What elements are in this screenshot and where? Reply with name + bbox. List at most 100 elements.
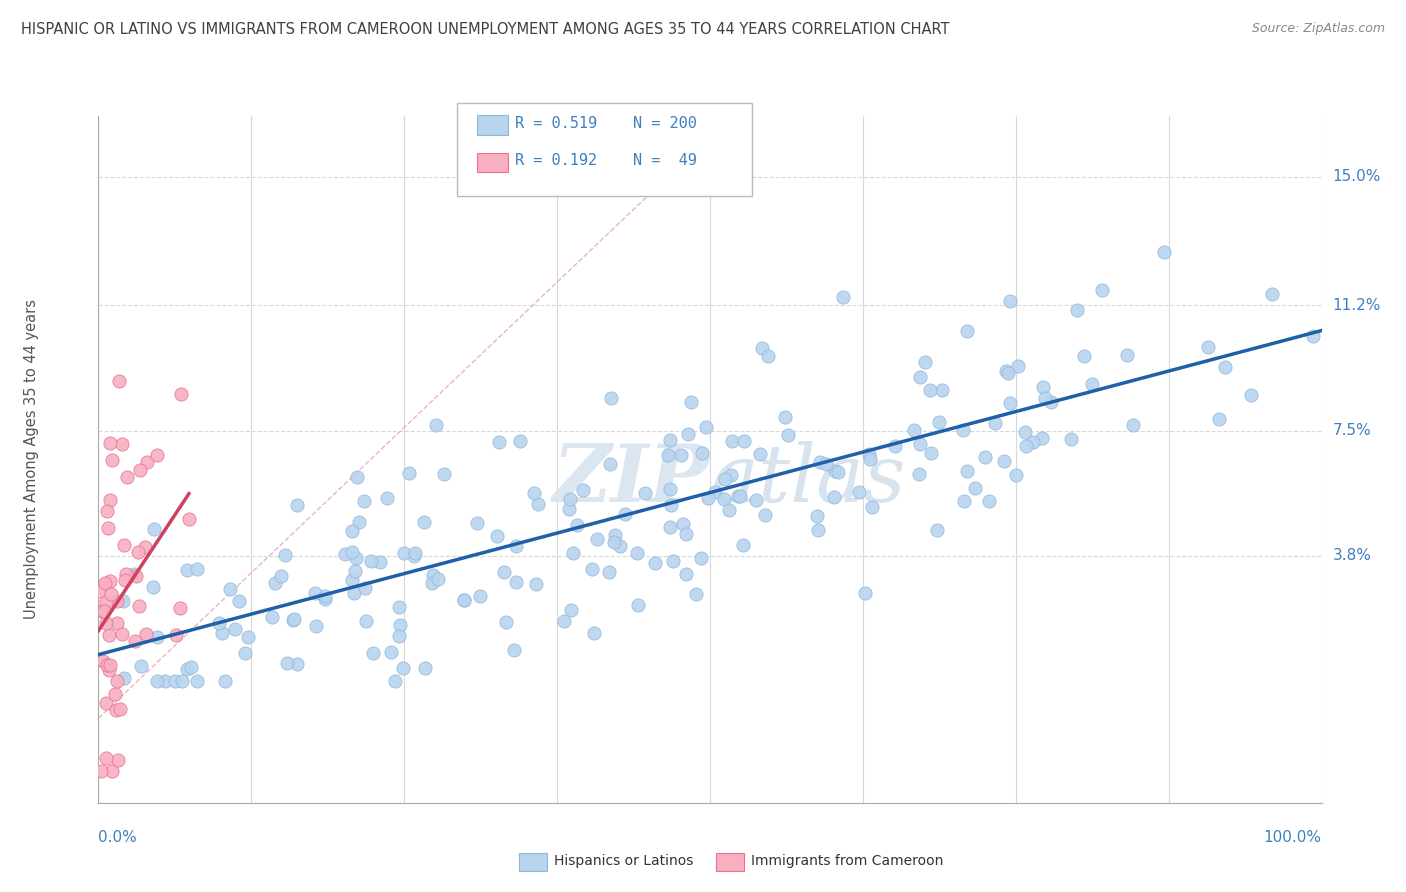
Point xyxy=(997,366,1019,380)
Point xyxy=(776,428,799,442)
Point xyxy=(262,610,284,624)
Point xyxy=(1153,244,1175,259)
Point xyxy=(340,524,363,538)
Text: Hispanics or Latinos: Hispanics or Latinos xyxy=(554,854,693,868)
Point xyxy=(129,463,152,477)
Point xyxy=(565,518,588,533)
Point xyxy=(918,383,941,397)
Point xyxy=(582,626,605,640)
Point xyxy=(657,448,679,462)
Point xyxy=(1066,302,1088,317)
Point xyxy=(659,434,682,448)
Point xyxy=(380,644,402,658)
Point xyxy=(689,550,711,565)
Point xyxy=(1032,380,1054,394)
Point xyxy=(1007,359,1029,374)
Point xyxy=(344,551,367,566)
Point xyxy=(634,486,657,500)
Point xyxy=(384,673,406,688)
Point xyxy=(977,493,1000,508)
Point xyxy=(599,392,621,406)
Point xyxy=(704,485,727,500)
Point xyxy=(572,483,595,498)
Point xyxy=(305,618,328,632)
Point xyxy=(101,764,124,779)
Point xyxy=(274,548,297,562)
Point xyxy=(1073,349,1095,363)
Point xyxy=(807,524,830,538)
Point xyxy=(285,657,308,671)
Point xyxy=(420,576,443,591)
Point xyxy=(754,508,776,522)
Point xyxy=(603,528,626,542)
Point xyxy=(422,568,444,582)
Point xyxy=(107,753,129,767)
Point xyxy=(91,654,114,668)
Point xyxy=(858,447,880,461)
Point xyxy=(524,577,547,591)
Point xyxy=(340,545,363,559)
Point xyxy=(672,517,695,532)
Point xyxy=(233,646,256,660)
Point xyxy=(914,355,936,369)
Point xyxy=(488,435,510,450)
Point xyxy=(908,436,931,450)
Point xyxy=(883,439,905,453)
Point xyxy=(920,445,942,459)
Point xyxy=(1000,294,1022,309)
Point xyxy=(470,589,492,603)
Point xyxy=(177,512,200,526)
Text: 3.8%: 3.8% xyxy=(1333,549,1372,564)
Point xyxy=(1302,329,1324,343)
Point xyxy=(136,455,159,469)
Point xyxy=(433,467,456,482)
Point xyxy=(562,546,585,560)
Point xyxy=(806,509,828,524)
Point xyxy=(96,595,118,609)
Point xyxy=(114,573,136,587)
Point xyxy=(346,470,368,484)
Point xyxy=(671,448,693,462)
Point xyxy=(375,491,398,505)
Point xyxy=(1000,396,1022,410)
Point xyxy=(721,434,744,448)
Point xyxy=(1031,431,1053,445)
Point xyxy=(1213,359,1236,374)
Point xyxy=(603,534,626,549)
Point xyxy=(98,436,121,450)
Point xyxy=(104,688,127,702)
Point xyxy=(224,622,246,636)
Point xyxy=(558,492,581,507)
Point xyxy=(560,603,582,617)
Point xyxy=(98,663,121,677)
Point xyxy=(105,703,128,717)
Point xyxy=(720,467,742,482)
Point xyxy=(1021,435,1043,450)
Point xyxy=(304,586,326,600)
Point xyxy=(285,499,308,513)
Point xyxy=(956,464,979,478)
Point xyxy=(427,572,450,586)
Point xyxy=(1035,392,1057,406)
Point xyxy=(1014,425,1036,439)
Point xyxy=(925,524,948,538)
Point xyxy=(342,573,364,587)
Point xyxy=(170,673,193,688)
Point xyxy=(963,481,986,495)
Point xyxy=(360,554,382,568)
Text: 100.0%: 100.0% xyxy=(1264,830,1322,846)
Point xyxy=(679,395,702,409)
Point xyxy=(180,659,202,673)
Point xyxy=(744,492,766,507)
Point xyxy=(169,386,191,401)
Point xyxy=(98,574,121,589)
Point xyxy=(1014,439,1036,453)
Point xyxy=(598,565,620,579)
Point xyxy=(388,599,411,614)
Point xyxy=(952,423,974,437)
Point xyxy=(659,520,682,534)
Point xyxy=(142,580,165,594)
Point xyxy=(728,489,751,503)
Text: R = 0.192: R = 0.192 xyxy=(515,153,596,168)
Point xyxy=(186,673,208,688)
